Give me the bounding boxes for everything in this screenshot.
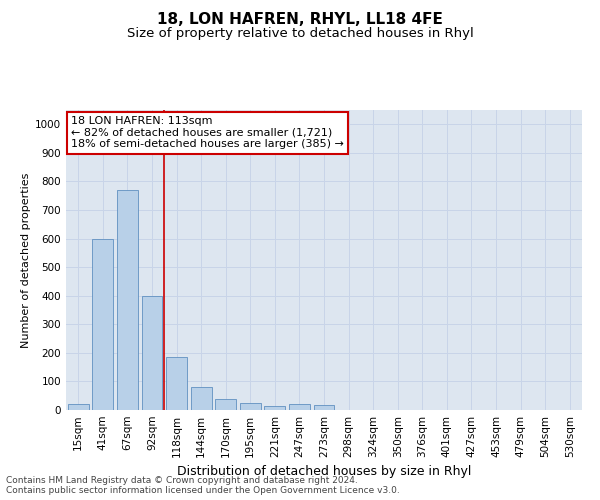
Bar <box>240 403 261 410</box>
Bar <box>289 404 310 410</box>
Bar <box>142 296 163 410</box>
Text: 18 LON HAFREN: 113sqm
← 82% of detached houses are smaller (1,721)
18% of semi-d: 18 LON HAFREN: 113sqm ← 82% of detached … <box>71 116 344 149</box>
Bar <box>68 404 89 410</box>
Bar <box>166 357 187 410</box>
Y-axis label: Number of detached properties: Number of detached properties <box>21 172 31 348</box>
Bar <box>191 387 212 410</box>
Text: 18, LON HAFREN, RHYL, LL18 4FE: 18, LON HAFREN, RHYL, LL18 4FE <box>157 12 443 28</box>
Bar <box>215 398 236 410</box>
Bar <box>92 238 113 410</box>
Bar <box>314 405 334 410</box>
X-axis label: Distribution of detached houses by size in Rhyl: Distribution of detached houses by size … <box>177 466 471 478</box>
Bar <box>265 406 286 410</box>
Text: Contains HM Land Registry data © Crown copyright and database right 2024.
Contai: Contains HM Land Registry data © Crown c… <box>6 476 400 495</box>
Text: Size of property relative to detached houses in Rhyl: Size of property relative to detached ho… <box>127 28 473 40</box>
Bar <box>117 190 138 410</box>
